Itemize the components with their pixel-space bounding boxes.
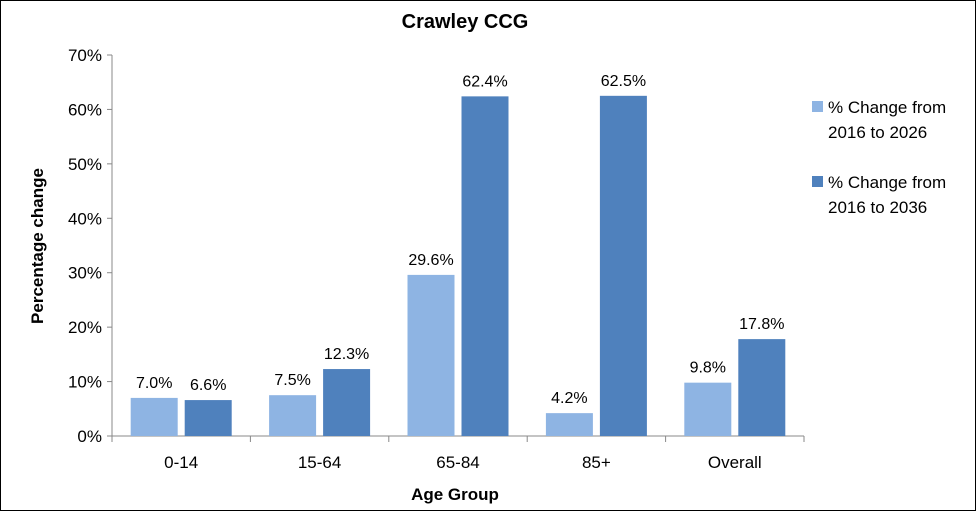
y-tick-label: 0% [77, 427, 102, 446]
y-tick-label: 30% [68, 264, 102, 283]
data-label: 62.5% [601, 73, 646, 90]
data-label: 17.8% [739, 316, 784, 333]
y-tick-label: 20% [68, 318, 102, 337]
bar-series2-0-14 [184, 400, 232, 436]
bar-series2-65-84 [461, 96, 509, 436]
x-tick-label: 85+ [582, 453, 611, 472]
legend-label: 2016 to 2036 [828, 198, 927, 217]
y-tick-label: 60% [68, 100, 102, 119]
y-tick-label: 70% [68, 46, 102, 65]
x-axis-title: Age Group [411, 485, 499, 504]
data-label: 4.2% [551, 390, 587, 407]
data-label: 9.8% [690, 360, 726, 377]
y-tick-label: 10% [68, 373, 102, 392]
bar-series1-15-64 [269, 395, 317, 436]
x-tick-label: Overall [708, 453, 762, 472]
legend-swatch-2 [812, 176, 823, 187]
y-tick-label: 50% [68, 155, 102, 174]
legend: % Change from 2016 to 2026 % Change from 20… [812, 98, 946, 217]
data-label: 6.6% [190, 377, 226, 394]
y-axis-title: Percentage change [28, 168, 47, 324]
y-tick-label: 40% [68, 209, 102, 228]
legend-label: 2016 to 2026 [828, 123, 927, 142]
bar-series1-0-14 [130, 397, 178, 436]
bar-series2-overall [738, 339, 786, 436]
x-tick-label: 65-84 [436, 453, 479, 472]
data-label: 29.6% [408, 252, 453, 269]
data-label: 7.5% [274, 372, 310, 389]
data-label: 7.0% [136, 375, 172, 392]
plot-area: 0% 10% 20% 30% 40% 50% 60% 70% 0-14 7.0% 6.6% 15-64… [68, 46, 805, 472]
legend-swatch-1 [812, 101, 823, 112]
bar-series1-85+ [545, 413, 593, 436]
legend-label: % Change from [828, 173, 946, 192]
bar-series1-65-84 [407, 274, 455, 436]
bar-series2-85+ [599, 95, 647, 437]
bar-series1-overall [684, 382, 732, 436]
data-label: 62.4% [462, 73, 507, 90]
x-tick-label: 0-14 [164, 453, 198, 472]
bar-series2-15-64 [323, 369, 371, 436]
data-label: 12.3% [324, 346, 369, 363]
x-tick-label: 15-64 [298, 453, 341, 472]
legend-label: % Change from [828, 98, 946, 117]
chart-title: Crawley CCG [402, 11, 529, 33]
